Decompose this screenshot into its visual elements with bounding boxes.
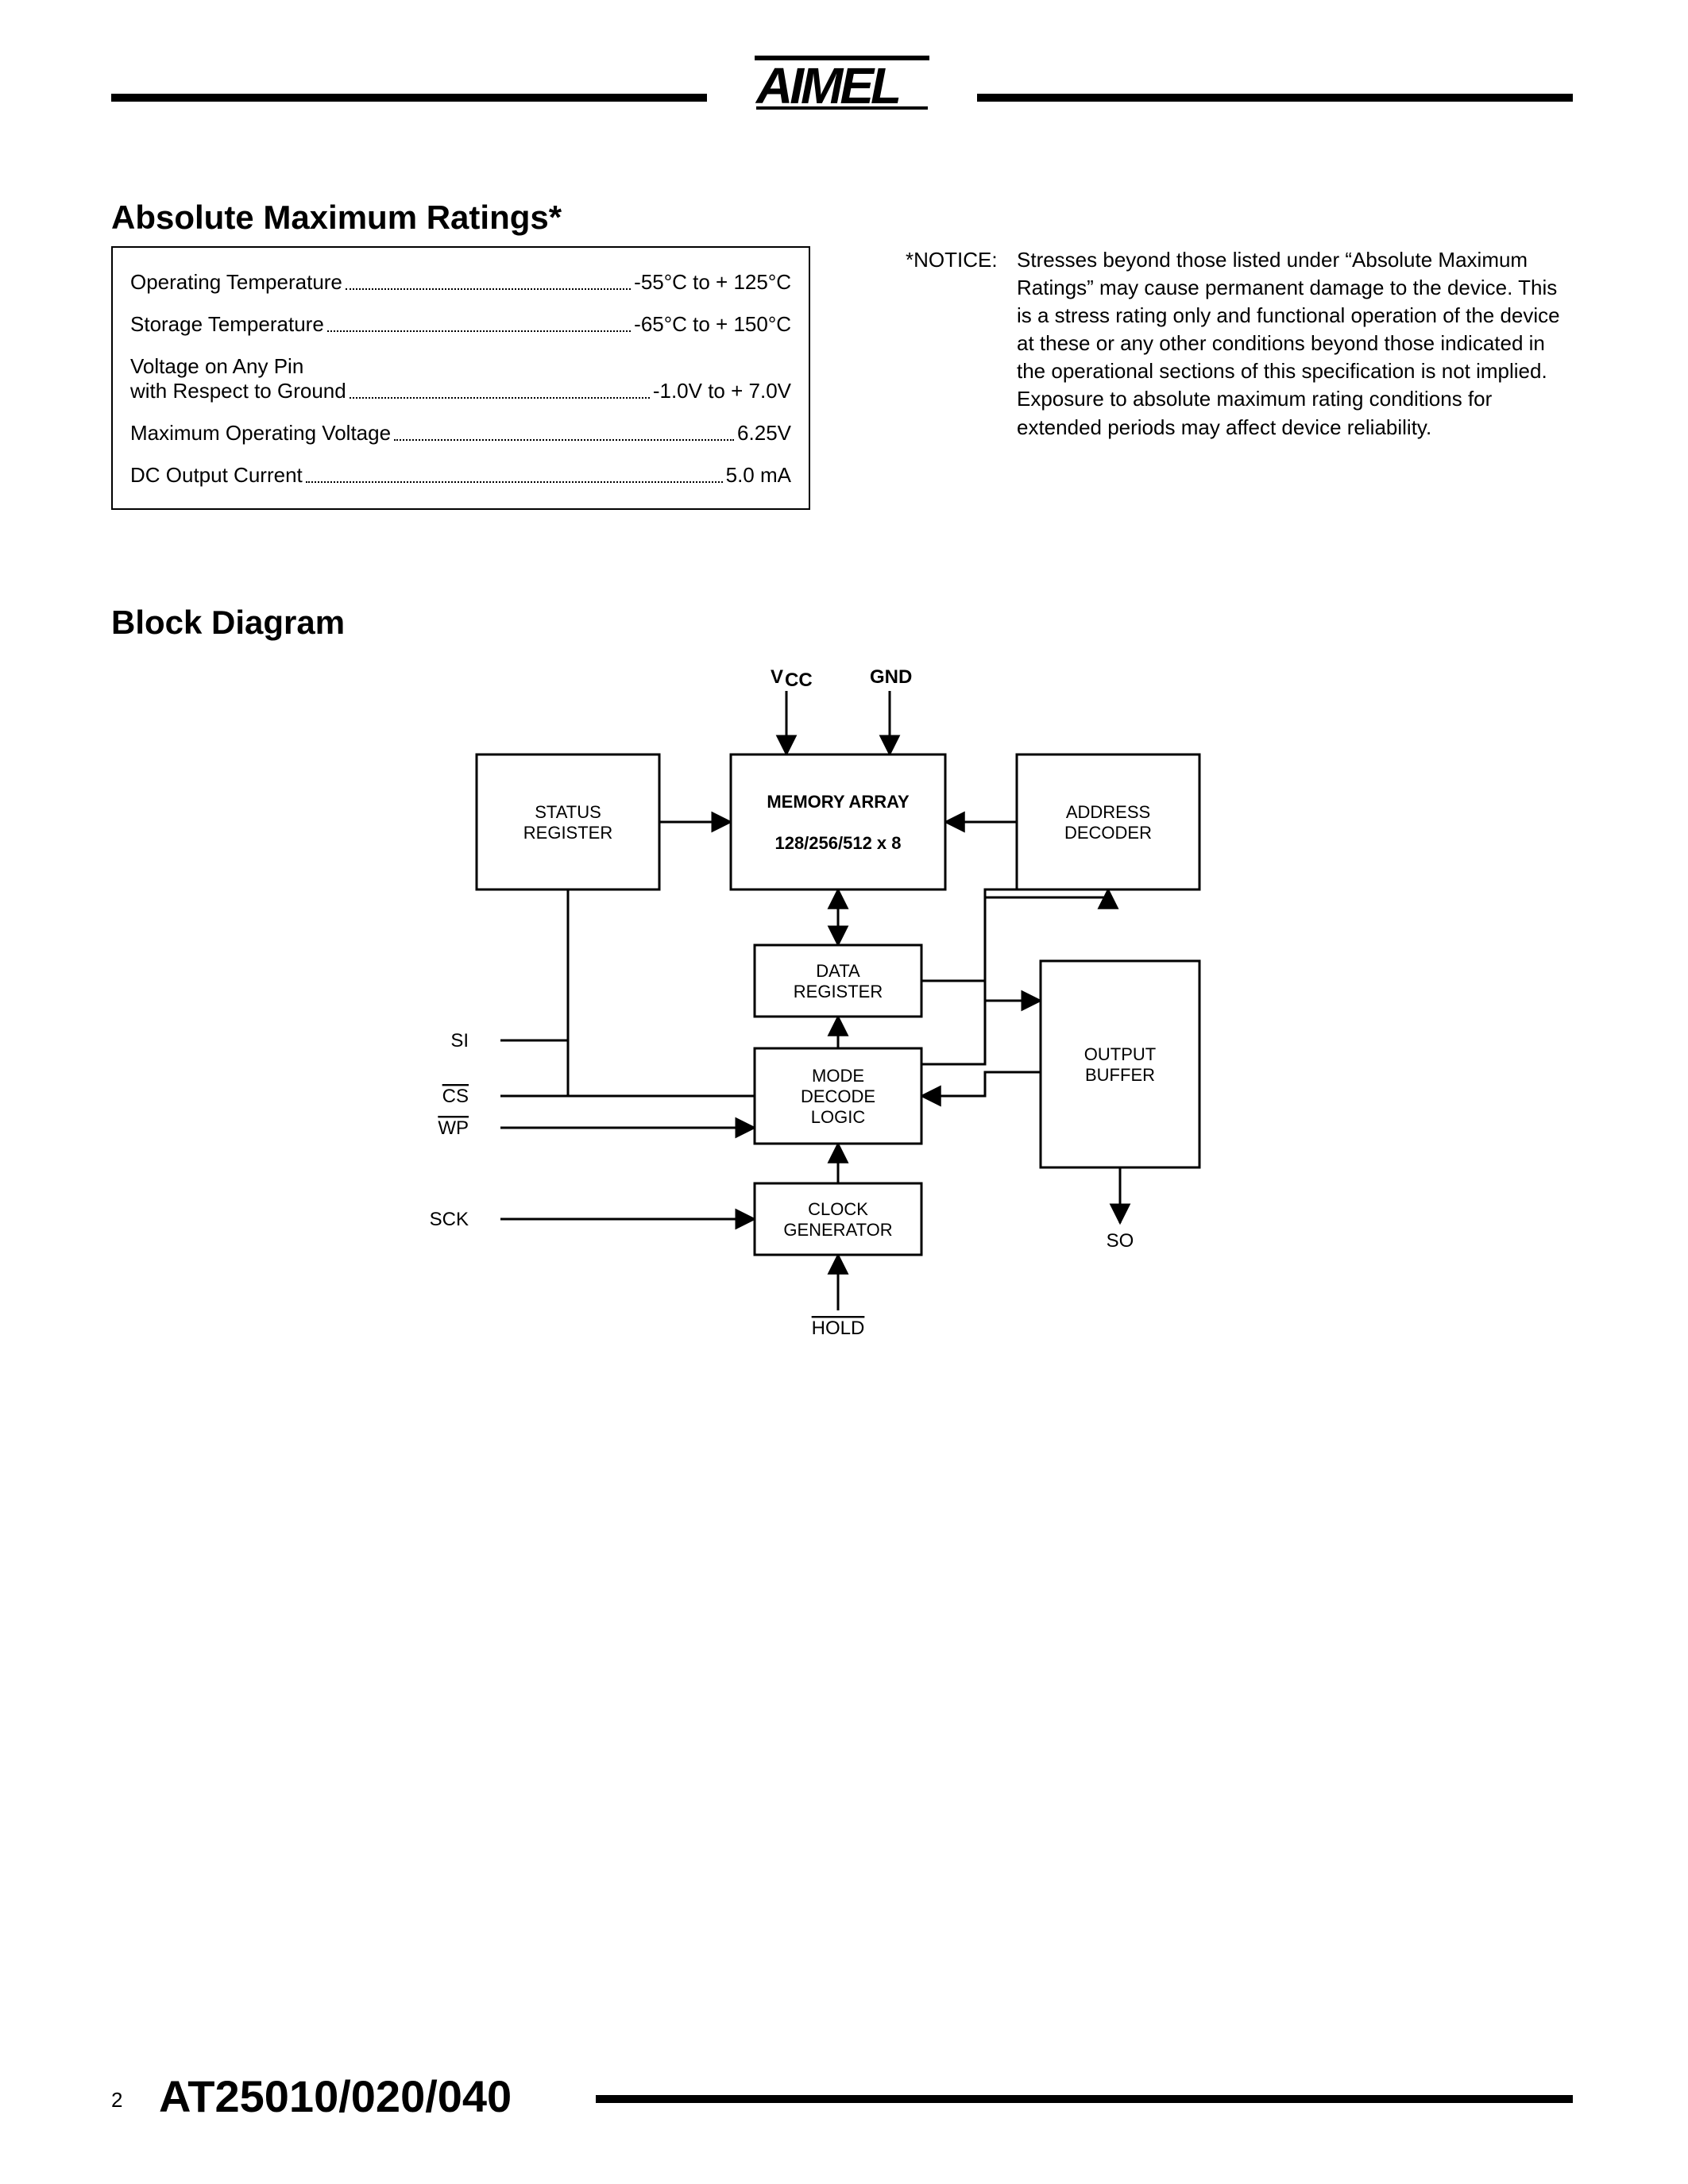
ratings-row: Storage Temperature -65°C to + 150°C — [130, 312, 791, 337]
svg-text:GND: GND — [870, 666, 912, 688]
footer-part-number: AT25010/020/040 — [159, 2070, 512, 2122]
svg-text:STATUS: STATUS — [535, 802, 601, 822]
svg-text:SI: SI — [450, 1030, 469, 1051]
svg-text:DECODER: DECODER — [1064, 823, 1152, 843]
svg-text:128/256/512 x 8: 128/256/512 x 8 — [774, 833, 901, 853]
svg-text:DATA: DATA — [816, 961, 860, 981]
logo-text: AIMEL — [755, 57, 899, 114]
ratings-row: Maximum Operating Voltage 6.25V — [130, 421, 791, 446]
leader-dots — [350, 397, 650, 399]
svg-text:CC: CC — [785, 669, 813, 691]
ratings-value: 6.25V — [737, 421, 791, 446]
ratings-label: Voltage on Any Pin with Respect to Groun… — [130, 354, 346, 403]
svg-text:LOGIC: LOGIC — [811, 1107, 866, 1127]
block-diagram-heading: Block Diagram — [111, 604, 345, 642]
ratings-label: Storage Temperature — [130, 312, 324, 337]
leader-dots — [306, 481, 723, 483]
leader-dots — [327, 330, 631, 332]
svg-text:ADDRESS: ADDRESS — [1066, 802, 1150, 822]
svg-text:WP: WP — [438, 1117, 469, 1139]
ratings-label: DC Output Current — [130, 463, 303, 488]
ratings-value: 5.0 mA — [726, 463, 791, 488]
leader-dots — [346, 288, 631, 290]
ratings-row: DC Output Current 5.0 mA — [130, 463, 791, 488]
header-rule-left — [111, 94, 707, 102]
page: AIMEL Absolute Maximum Ratings* Block Di… — [111, 48, 1573, 2113]
notice-label: *NOTICE: — [906, 246, 1017, 442]
svg-text:V: V — [771, 666, 783, 688]
notice-block: *NOTICE: Stresses beyond those listed un… — [906, 246, 1565, 442]
svg-text:MEMORY ARRAY: MEMORY ARRAY — [767, 792, 910, 812]
svg-text:DECODE: DECODE — [801, 1086, 875, 1106]
svg-text:MODE: MODE — [812, 1066, 864, 1086]
svg-text:REGISTER: REGISTER — [794, 982, 883, 1001]
footer-rule — [596, 2095, 1573, 2103]
svg-text:SO: SO — [1107, 1230, 1134, 1252]
ratings-value: -65°C to + 150°C — [634, 312, 791, 337]
svg-text:BUFFER: BUFFER — [1085, 1065, 1155, 1085]
ratings-label: Maximum Operating Voltage — [130, 421, 391, 446]
ratings-table: Operating Temperature -55°C to + 125°C S… — [111, 246, 810, 510]
notice-body: Stresses beyond those listed under “Abso… — [1017, 246, 1565, 442]
svg-text:CS: CS — [442, 1086, 469, 1107]
ratings-label: Operating Temperature — [130, 270, 342, 295]
ratings-value: -1.0V to + 7.0V — [653, 379, 791, 403]
atmel-logo: AIMEL — [731, 48, 953, 119]
block-diagram: STATUSREGISTERMEMORY ARRAY128/256/512 x … — [381, 659, 1335, 1374]
svg-text:GENERATOR: GENERATOR — [783, 1220, 892, 1240]
leader-dots — [394, 439, 734, 441]
ratings-row: Operating Temperature -55°C to + 125°C — [130, 270, 791, 295]
svg-text:REGISTER: REGISTER — [523, 823, 612, 843]
page-number: 2 — [111, 2088, 122, 2113]
ratings-row: Voltage on Any Pin with Respect to Groun… — [130, 354, 791, 403]
svg-text:SCK: SCK — [430, 1209, 469, 1230]
svg-text:HOLD: HOLD — [812, 1318, 865, 1339]
svg-text:CLOCK: CLOCK — [808, 1199, 868, 1219]
header-rule-right — [977, 94, 1573, 102]
ratings-heading: Absolute Maximum Ratings* — [111, 199, 562, 237]
ratings-value: -55°C to + 125°C — [634, 270, 791, 295]
svg-text:OUTPUT: OUTPUT — [1084, 1044, 1156, 1064]
